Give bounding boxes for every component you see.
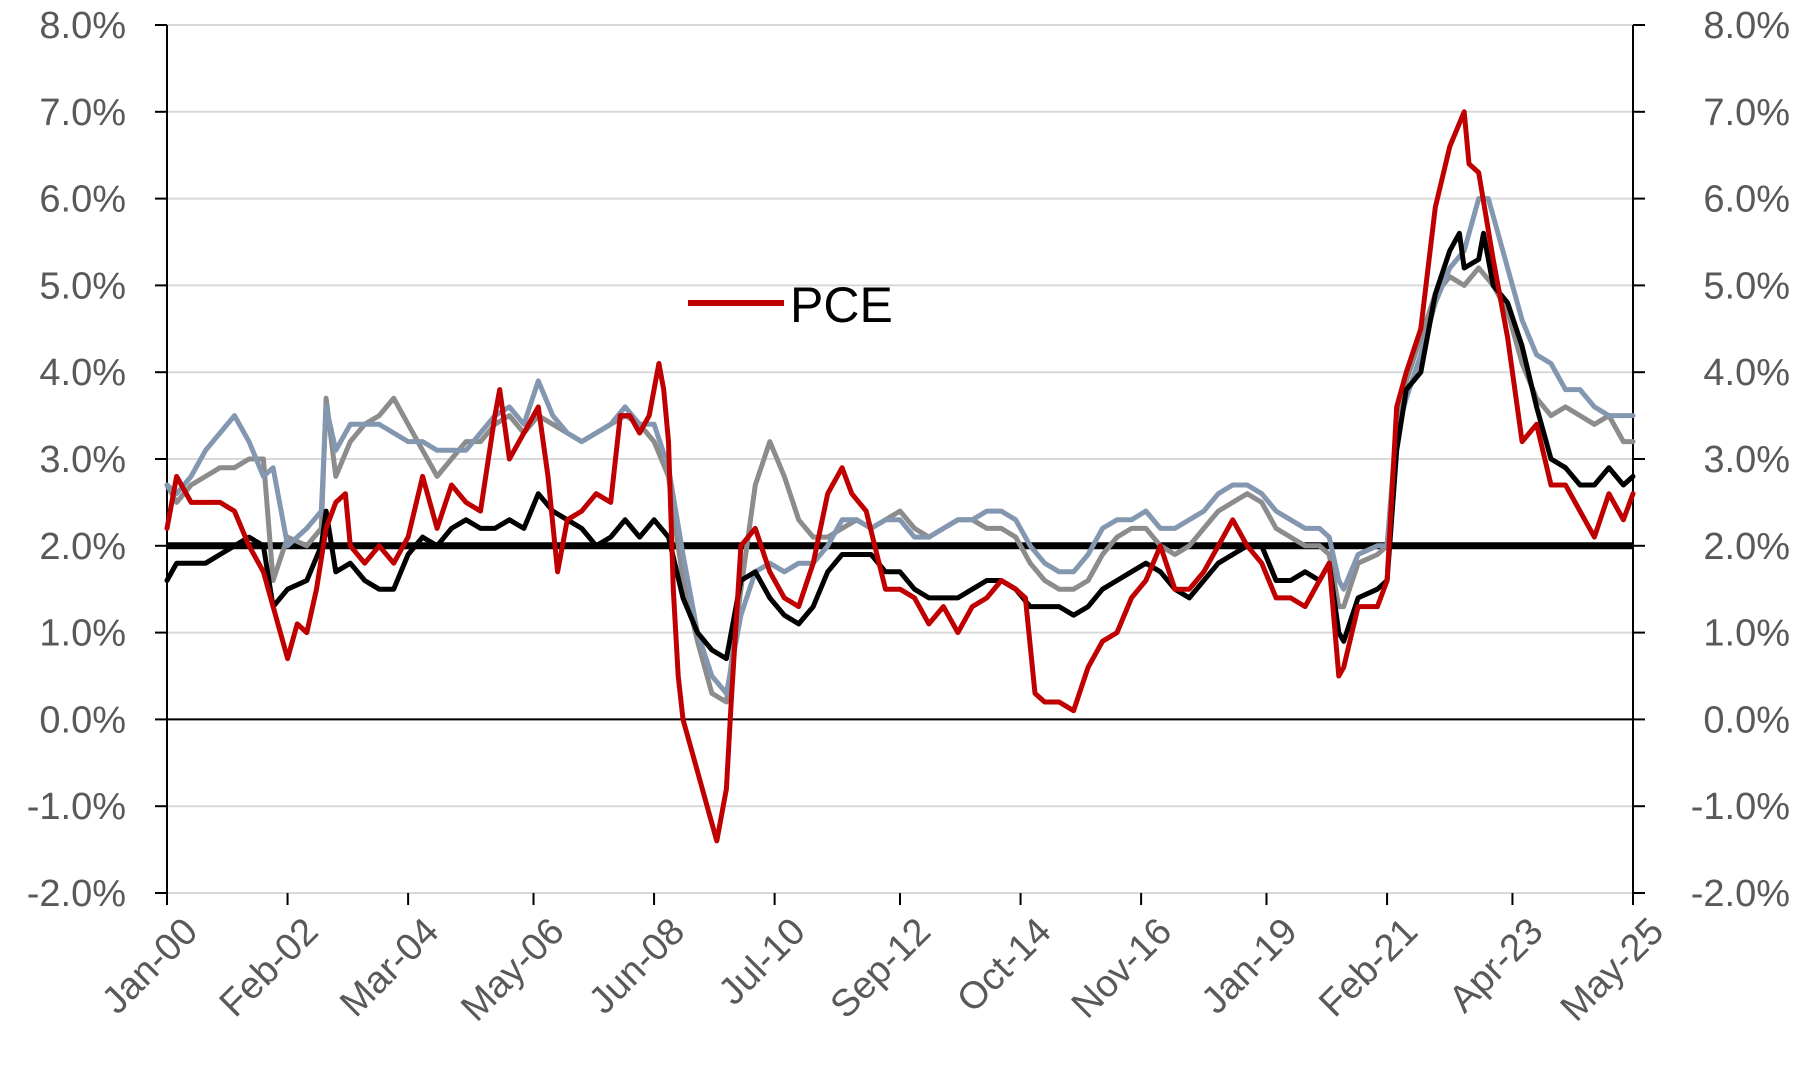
x-tick-label: Jul-10 <box>711 910 814 1013</box>
x-tick-label: May-06 <box>453 910 572 1029</box>
y-tick-label-left: 6.0% <box>39 179 126 221</box>
y-tick-label-left: -2.0% <box>27 873 126 915</box>
x-tick-label: Nov-16 <box>1064 910 1180 1026</box>
y-tick-label-left: 8.0% <box>39 5 126 47</box>
series-line-3 <box>164 265 1636 705</box>
gridlines <box>155 24 1645 894</box>
left-y-tick-labels: -2.0% -1.0% 0.0% 1.0% 2.0% 3.0% 4.0% 5.0% 6.0% 7.… <box>27 5 126 915</box>
y-tick-label-right: -1.0% <box>1691 786 1790 828</box>
x-tick-label: Jan-19 <box>1194 910 1306 1022</box>
y-tick-label-left: -1.0% <box>27 786 126 828</box>
x-tick-labels: Jan-00 Feb-02 Mar-04 May-06 Jun-08 Jul-10 Sep-… <box>94 893 1672 1030</box>
y-tick-label-right: 5.0% <box>1703 265 1790 307</box>
x-tick-label: Jan-00 <box>94 910 206 1022</box>
series-lines <box>164 109 1636 844</box>
y-tick-label-left: 4.0% <box>39 352 126 394</box>
y-tick-label-right: 4.0% <box>1703 352 1790 394</box>
x-tick-label: Oct-14 <box>949 910 1059 1020</box>
series-line-1 <box>164 109 1636 844</box>
x-tick-label: Mar-04 <box>332 910 447 1025</box>
y-tick-label-left: 5.0% <box>39 265 126 307</box>
right-y-tick-labels: -2.0% -1.0% 0.0% 1.0% 2.0% 3.0% 4.0% 5.0% 6.0% 7.… <box>1691 5 1790 915</box>
y-tick-label-left: 3.0% <box>39 439 126 481</box>
series-line-2 <box>164 230 1636 662</box>
x-tick-label: Feb-21 <box>1311 910 1426 1025</box>
x-tick-label: Sep-12 <box>823 910 939 1026</box>
x-tick-label: Jun-08 <box>581 910 693 1022</box>
y-tick-label-right: 2.0% <box>1703 526 1790 568</box>
y-tick-label-right: -2.0% <box>1691 873 1790 915</box>
x-tick-label: May-25 <box>1553 910 1672 1029</box>
y-tick-label-left: 2.0% <box>39 526 126 568</box>
x-tick-label: Apr-23 <box>1441 910 1551 1020</box>
y-tick-label-right: 1.0% <box>1703 613 1790 655</box>
y-tick-label-right: 7.0% <box>1703 92 1790 134</box>
y-tick-label-right: 8.0% <box>1703 5 1790 47</box>
series-line-4 <box>164 196 1636 696</box>
y-tick-label-right: 3.0% <box>1703 439 1790 481</box>
y-tick-label-left: 0.0% <box>39 699 126 741</box>
y-tick-label-right: 6.0% <box>1703 179 1790 221</box>
y-tick-label-left: 1.0% <box>39 613 126 655</box>
legend: PCE <box>688 277 893 333</box>
y-tick-label-left: 7.0% <box>39 92 126 134</box>
legend-label-pce: PCE <box>790 277 893 333</box>
axes <box>166 25 1634 893</box>
x-tick-label: Feb-02 <box>212 910 327 1025</box>
y-tick-label-right: 0.0% <box>1703 699 1790 741</box>
